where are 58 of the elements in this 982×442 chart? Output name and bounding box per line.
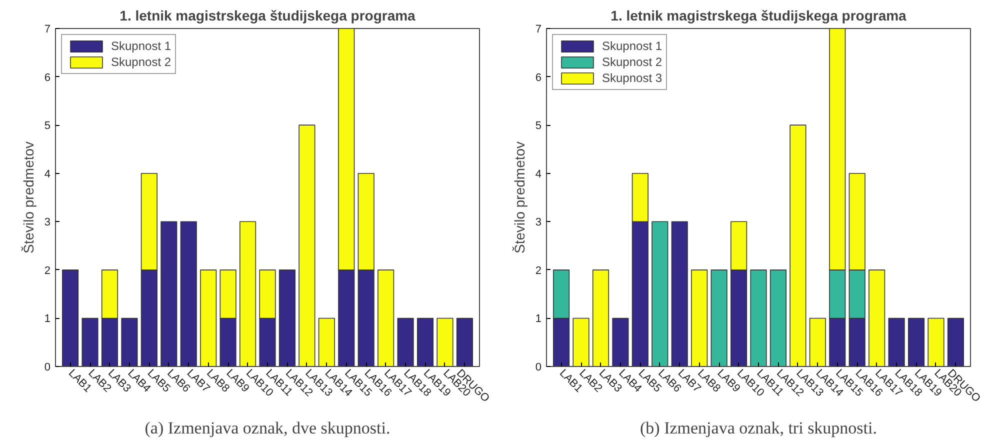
bar (947, 318, 964, 366)
text: (b) Izmenjava oznak, tri skupnosti. (640, 418, 878, 438)
y-tick-label: 4 (535, 168, 542, 180)
bar (239, 221, 256, 366)
legend-label: Skupnost 2 (602, 55, 662, 69)
y-tick-label: 1 (44, 313, 51, 326)
bar (416, 318, 434, 366)
bar (691, 270, 708, 366)
legend-label: Skupnost 1 (602, 39, 662, 53)
bar (928, 318, 944, 366)
bar (671, 221, 688, 366)
bar (809, 318, 826, 366)
bar (770, 270, 787, 366)
legend-label: Skupnost 2 (111, 55, 172, 69)
bar (378, 270, 394, 366)
bar (790, 124, 806, 366)
bar (318, 318, 335, 366)
y-tick-label: 0 (535, 362, 542, 374)
bar (62, 270, 79, 366)
y-tick-label: 2 (44, 264, 51, 277)
y-tick-label: 5 (535, 120, 542, 132)
y-axis-title: Število predmetov (20, 141, 36, 254)
y-tick-label: 3 (44, 216, 51, 229)
bar (652, 221, 668, 366)
bar (908, 318, 925, 366)
bar (868, 270, 886, 366)
bar (888, 318, 905, 366)
bar (160, 221, 178, 366)
text: (a) Izmenjava oznak, dve skupnosti. (144, 418, 390, 438)
legend-label: Skupnost 3 (602, 71, 662, 85)
y-tick-label: 5 (44, 120, 51, 132)
legend-label: Skupnost 1 (111, 39, 172, 53)
y-tick-label: 4 (44, 168, 51, 180)
y-tick-label: 1 (535, 313, 542, 326)
y-tick-label: 0 (44, 362, 51, 374)
bar (750, 270, 767, 366)
chart-title: 1. letnik magistrskega študijskega programa (120, 8, 416, 24)
bar (436, 318, 454, 366)
y-tick-label: 7 (44, 24, 51, 36)
bar (278, 270, 296, 366)
y-tick-label: 7 (535, 24, 542, 36)
bar (200, 270, 217, 366)
bar (612, 318, 629, 366)
y-tick-label: 3 (535, 216, 542, 229)
bar (456, 318, 473, 366)
bar (180, 221, 197, 366)
y-axis-title: Število predmetov (511, 141, 528, 254)
bar (710, 270, 728, 366)
y-tick-label: 6 (535, 72, 542, 84)
bar (592, 270, 610, 366)
chart-title: 1. letnik magistrskega študijskega programa (610, 8, 907, 24)
bar (572, 318, 590, 366)
y-tick-label: 2 (535, 264, 542, 277)
bar (397, 318, 414, 366)
bar (298, 124, 316, 366)
bar (121, 318, 138, 366)
bar (82, 318, 98, 366)
y-tick-label: 6 (44, 72, 51, 84)
